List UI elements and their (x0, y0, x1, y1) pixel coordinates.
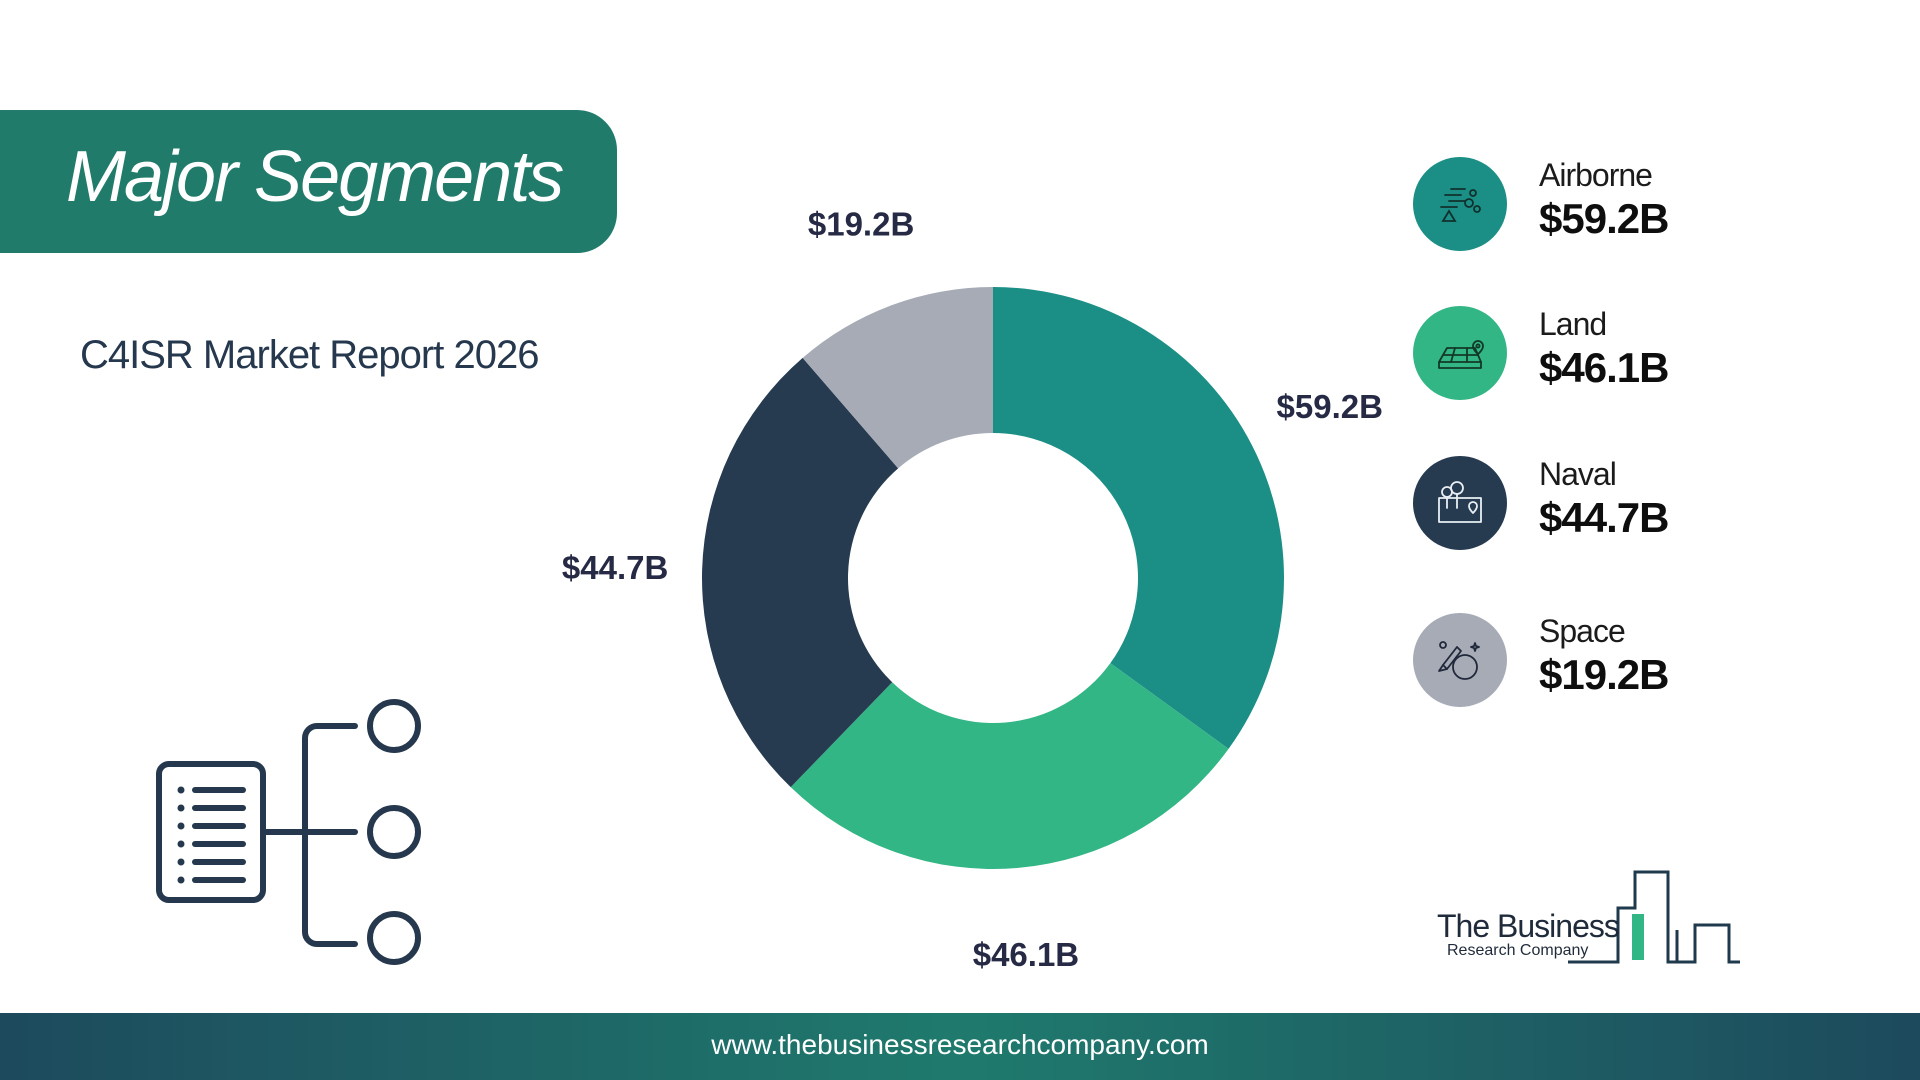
footer-url[interactable]: www.thebusinessresearchcompany.com (711, 1029, 1209, 1060)
segments-tree-icon (156, 699, 421, 965)
legend-item-land: Land $46.1B (1413, 306, 1833, 416)
naval-icon (1438, 481, 1482, 523)
data-label-airborne: $59.2B (1277, 388, 1383, 425)
donut-slice-land (790, 663, 1229, 870)
logo-text-primary: The Business (1437, 908, 1620, 944)
data-label-space: $19.2B (808, 205, 914, 242)
legend-label: Naval (1539, 456, 1617, 492)
legend-swatch (1413, 306, 1507, 400)
land-icon (1438, 340, 1484, 369)
legend-value: $44.7B (1539, 494, 1669, 541)
donut-slice-airborne (993, 287, 1284, 749)
space-icon (1438, 641, 1480, 680)
title-banner: Major Segments (0, 110, 617, 253)
logo-bars-icon (1568, 870, 1740, 964)
legend-label: Space (1539, 613, 1626, 649)
legend-label: Land (1539, 306, 1607, 342)
company-logo: The Business Research Company (1435, 870, 1745, 965)
legend-value: $59.2B (1539, 195, 1669, 242)
legend-value: $19.2B (1539, 651, 1669, 698)
data-label-naval: $44.7B (562, 549, 668, 586)
report-subtitle: C4ISR Market Report 2026 (80, 333, 539, 377)
footer-bar: www.thebusinessresearchcompany.com (0, 1013, 1920, 1080)
legend-swatch (1413, 613, 1507, 707)
legend-swatch (1413, 456, 1507, 550)
legend-item-naval: Naval $44.7B (1413, 456, 1833, 566)
airborne-icon (1440, 188, 1481, 222)
donut-slice-space (802, 287, 993, 469)
data-label-land: $46.1B (973, 936, 1079, 973)
logo-text-secondary: Research Company (1447, 942, 1589, 959)
legend-label: Airborne (1539, 157, 1653, 193)
page-title: Major Segments (66, 137, 564, 217)
legend-item-space: Space $19.2B (1413, 613, 1833, 723)
legend-item-airborne: Airborne $59.2B (1413, 157, 1833, 267)
donut-slice-naval (701, 357, 899, 788)
legend-value: $46.1B (1539, 344, 1669, 391)
legend-swatch (1413, 157, 1507, 251)
donut-chart: $59.2B $46.1B $44.7B $19.2B (562, 205, 1383, 973)
